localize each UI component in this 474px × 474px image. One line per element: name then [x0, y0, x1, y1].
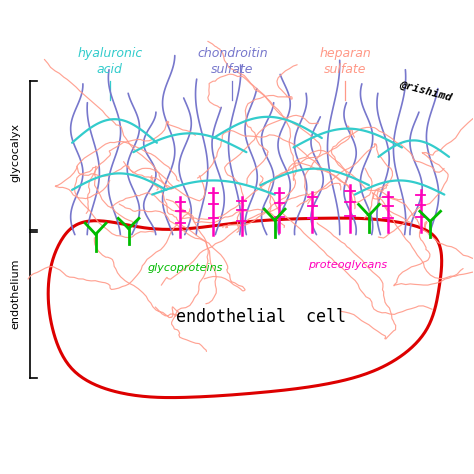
Text: endothelium: endothelium	[10, 258, 20, 329]
Text: heparan: heparan	[319, 47, 371, 60]
Text: glycocalyx: glycocalyx	[10, 123, 20, 182]
Text: proteoglycans: proteoglycans	[308, 260, 387, 270]
Text: glycoproteins: glycoproteins	[147, 263, 223, 273]
Text: endothelial  cell: endothelial cell	[175, 308, 346, 326]
Text: chondroitin: chondroitin	[197, 47, 268, 60]
Text: hyaluronic: hyaluronic	[77, 47, 142, 60]
Text: sulfate: sulfate	[211, 63, 254, 76]
Polygon shape	[48, 218, 442, 398]
Text: @rishimd: @rishimd	[398, 79, 453, 103]
Text: sulfate: sulfate	[324, 63, 366, 76]
Text: acid: acid	[97, 63, 123, 76]
